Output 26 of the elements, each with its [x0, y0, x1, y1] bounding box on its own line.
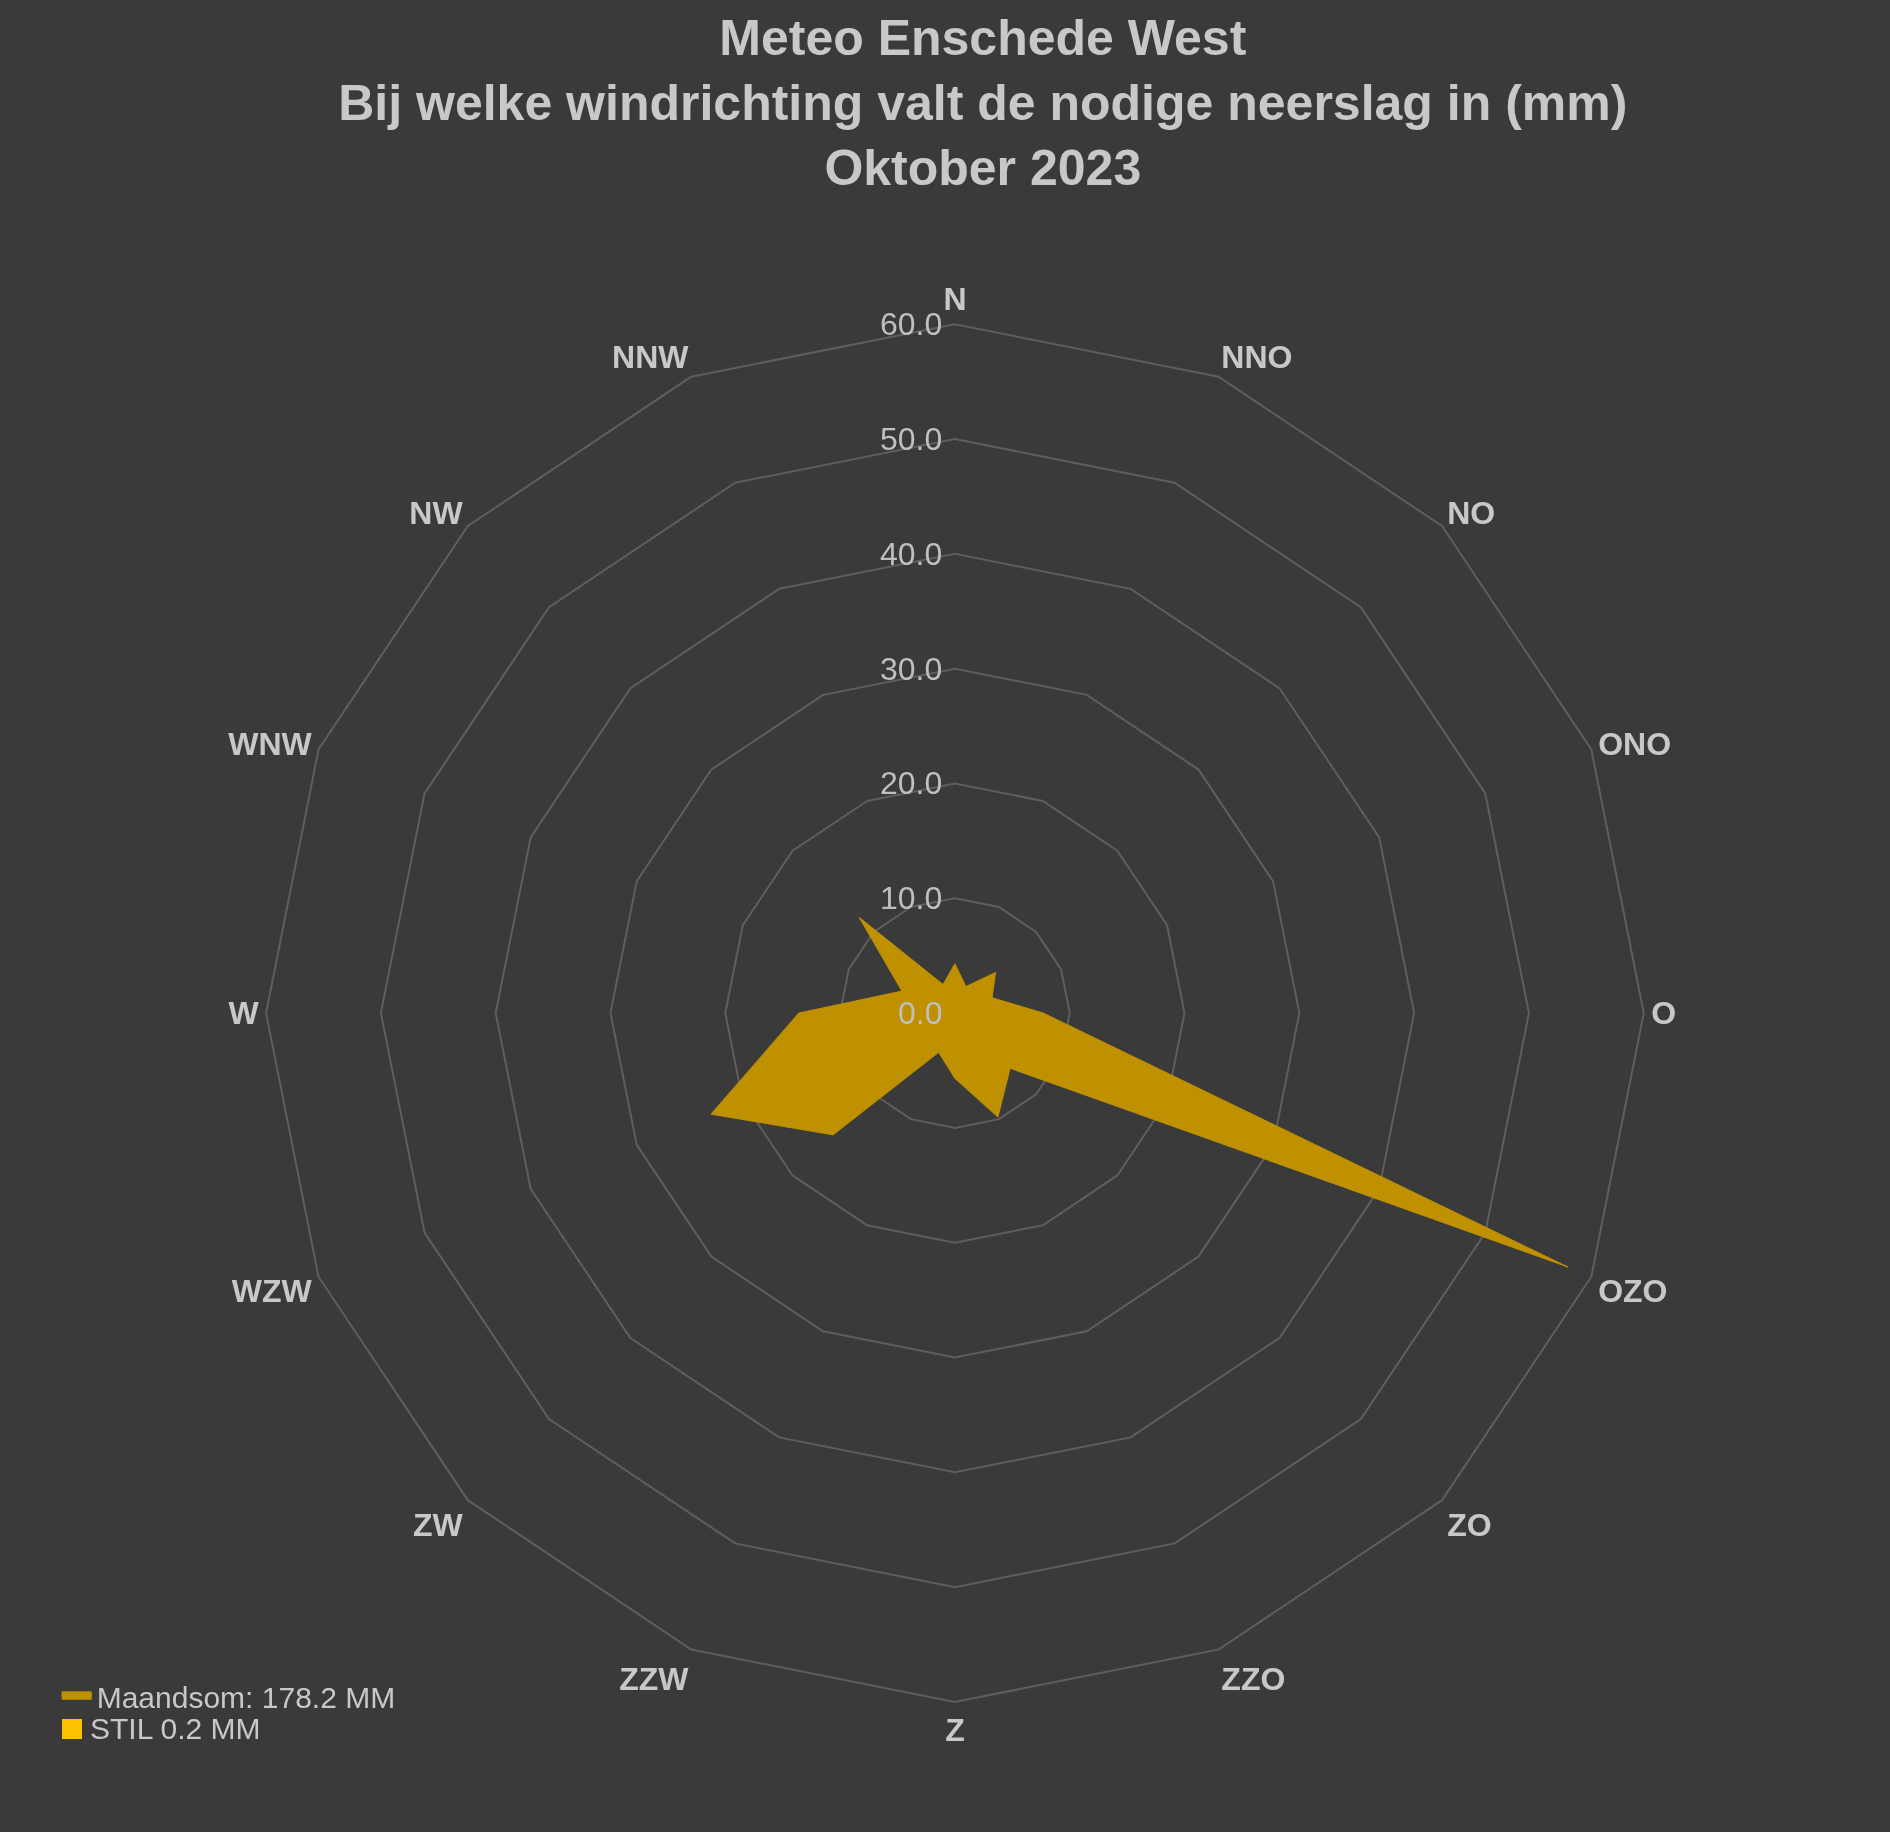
- spoke-label: WNW: [228, 725, 313, 762]
- spoke-label: NW: [409, 495, 464, 532]
- spoke-label: ZZW: [619, 1661, 690, 1698]
- spoke-label: O: [1651, 995, 1677, 1032]
- spoke-label: NNO: [1221, 339, 1293, 376]
- y-tick-label: 50.0: [880, 421, 943, 457]
- spoke-label: ZZO: [1221, 1661, 1286, 1698]
- text: STIL 0.2 MM: [90, 1712, 261, 1746]
- spoke-label: ONO: [1598, 725, 1672, 762]
- spoke-label: OZO: [1598, 1273, 1668, 1310]
- y-tick-label: 10.0: [880, 880, 943, 916]
- spoke-label: ZW: [412, 1506, 464, 1543]
- chart-title: Meteo Enschede West Bij welke windrichting valt de nodige neerslag in (mm) Oktober 2023: [338, 9, 1628, 196]
- spoke-label: NO: [1447, 495, 1496, 532]
- y-tick-label: 60.0: [880, 306, 943, 342]
- spoke-label: N: [943, 281, 967, 318]
- spoke-label: NNW: [612, 339, 690, 376]
- y-tick-label: 0.0: [898, 995, 943, 1031]
- y-tick-label: 30.0: [880, 651, 943, 687]
- y-tick-label: 40.0: [880, 536, 943, 572]
- y-tick-label: 20.0: [880, 765, 943, 801]
- spoke-label: W: [228, 995, 260, 1032]
- spoke-label: WZW: [231, 1273, 313, 1310]
- spoke-label: ZO: [1447, 1506, 1492, 1543]
- legend-label: Maandsom: 178.2 MM: [96, 1680, 396, 1714]
- spoke-label: Z: [945, 1712, 965, 1749]
